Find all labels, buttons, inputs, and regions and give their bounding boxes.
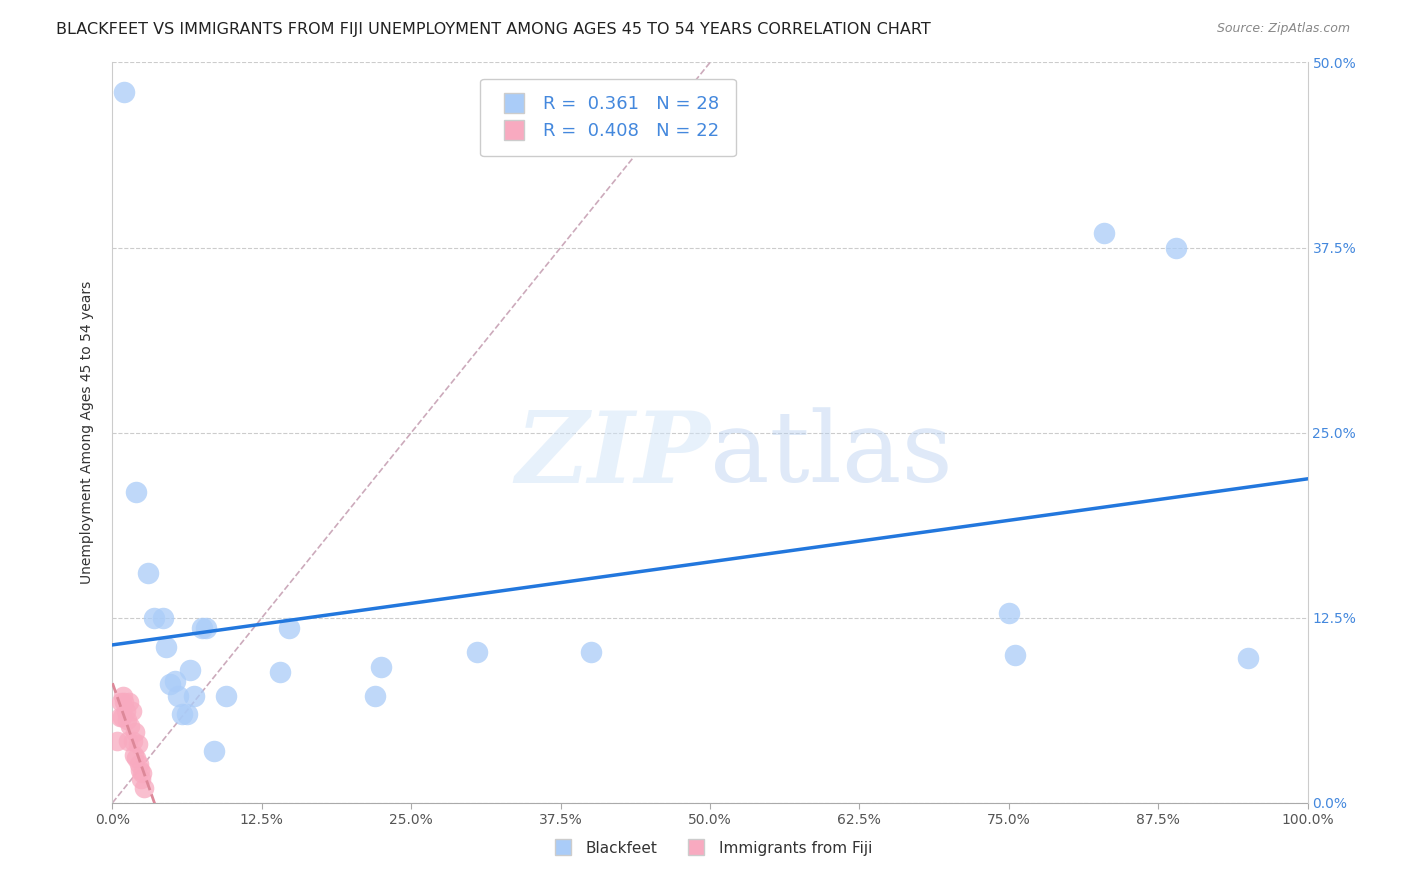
Point [1237,650,1260,665]
Point [129,763,152,777]
Point [167,689,190,703]
Point [183,689,205,703]
Text: ZIP: ZIP [515,407,710,503]
Point [117,733,139,747]
Point [128,757,150,772]
Legend: Blackfeet, Immigrants from Fiji: Blackfeet, Immigrants from Fiji [541,835,879,862]
Point [121,733,143,747]
Point [155,640,177,655]
Point [170,706,193,721]
Point [143,610,166,624]
Point [105,733,128,747]
Point [191,621,214,635]
Point [194,621,217,635]
Text: BLACKFEET VS IMMIGRANTS FROM FIJI UNEMPLOYMENT AMONG AGES 45 TO 54 YEARS CORRELA: BLACKFEET VS IMMIGRANTS FROM FIJI UNEMPL… [56,22,931,37]
Point [1166,240,1188,255]
Point [118,695,141,709]
Point [1004,648,1026,662]
Point [114,704,136,718]
Point [215,689,238,703]
Text: Source: ZipAtlas.com: Source: ZipAtlas.com [1216,22,1350,36]
Point [114,85,135,99]
Point [370,659,392,673]
Point [163,674,186,689]
Point [1094,226,1116,240]
Y-axis label: Unemployment Among Ages 45 to 54 years: Unemployment Among Ages 45 to 54 years [80,281,94,584]
Point [465,645,488,659]
Point [129,772,152,786]
Text: atlas: atlas [710,407,953,503]
Point [138,566,160,581]
Point [111,710,134,724]
Point [179,663,201,677]
Point [579,645,602,659]
Point [131,766,153,780]
Point [176,706,198,721]
Point [108,710,131,724]
Point [127,737,149,751]
Point [159,677,181,691]
Point [269,665,291,680]
Point [152,610,174,624]
Point [125,484,148,499]
Point [121,704,143,718]
Point [112,689,135,703]
Point [114,695,135,709]
Point [120,719,142,733]
Point [124,724,146,739]
Point [115,713,138,727]
Point [278,621,301,635]
Point [364,689,387,703]
Point [132,780,155,795]
Point [998,607,1021,621]
Point [110,695,132,709]
Point [202,744,225,758]
Point [122,748,145,763]
Point [125,751,148,765]
